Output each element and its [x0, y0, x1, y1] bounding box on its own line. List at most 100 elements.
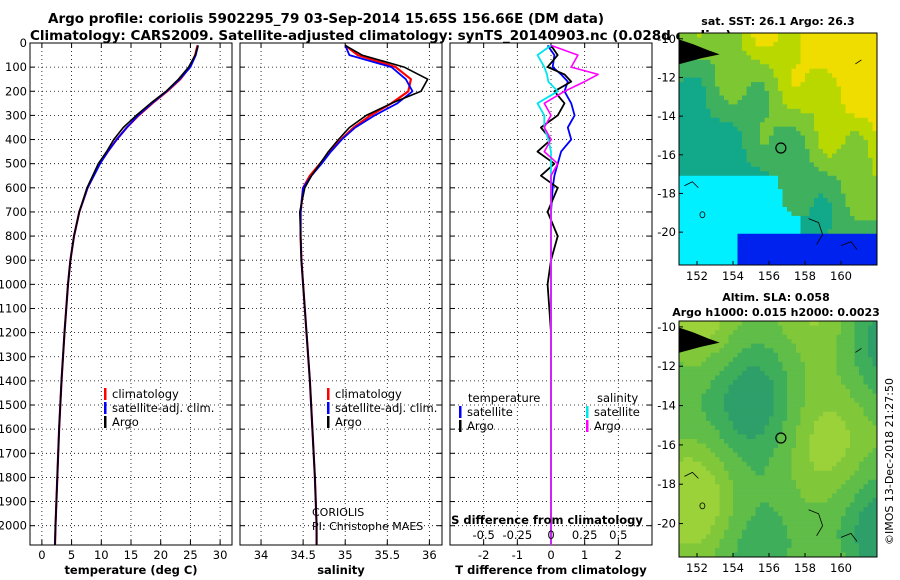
sst-map-cell	[719, 82, 725, 87]
sla-map-cell	[800, 420, 806, 426]
sla-map-cell	[778, 529, 783, 535]
sla-map-cell	[796, 534, 801, 540]
sla-map-cell	[796, 361, 801, 367]
sst-map-cell	[715, 122, 720, 128]
sst-map-cell	[742, 117, 747, 123]
sst-map-cell	[719, 73, 725, 79]
sla-map-cell	[724, 520, 729, 526]
sst-map-cell	[733, 220, 738, 226]
sst-map-cell	[841, 50, 846, 56]
sla-map-cell	[710, 470, 716, 476]
sst-map-cell	[737, 238, 743, 244]
sla-map-cell	[791, 402, 797, 408]
sla-map-cell	[773, 361, 779, 367]
sst-map-cell	[850, 157, 855, 163]
sla-map-cell	[688, 525, 693, 531]
sla-map-cell	[836, 525, 842, 531]
sla-map-cell	[769, 380, 774, 385]
sst-map-cell	[827, 33, 833, 38]
sla-map-cell	[809, 366, 815, 372]
sst-map-cell	[710, 149, 716, 154]
sla-map-cell	[845, 516, 851, 522]
sla-map-cell	[814, 538, 819, 544]
sla-map-cell	[701, 511, 707, 517]
sst-map-cell	[742, 251, 747, 257]
sla-map-cell	[737, 484, 743, 490]
sla-map-cell	[787, 470, 792, 476]
sla-map-cell	[854, 425, 860, 431]
sst-map-cell	[778, 175, 783, 181]
sst-map-cell	[733, 99, 738, 105]
sst-map-cell	[800, 144, 806, 150]
sla-map-cell	[836, 470, 842, 476]
sla-map-cell	[773, 439, 779, 444]
sst-map-cell	[706, 157, 711, 163]
sst-map-cell	[859, 99, 864, 105]
sla-map-cell	[832, 425, 837, 431]
sst-map-cell	[769, 175, 774, 181]
sla-map-cell	[742, 321, 747, 326]
sla-map-cell	[683, 479, 689, 485]
sst-map-cell	[796, 117, 801, 123]
sla-map-cell	[845, 411, 851, 417]
sla-map-cell	[710, 534, 716, 540]
sla-map-cell	[733, 457, 738, 463]
sst-map-cell	[769, 33, 774, 38]
sla-map-cell	[787, 516, 792, 522]
sst-map-cell	[872, 55, 877, 61]
sst-map-cell	[737, 233, 743, 239]
sla-map-cell	[791, 443, 797, 449]
sst-map-cell	[683, 104, 689, 110]
sla-map-cell	[697, 457, 702, 463]
sla-map-cell	[692, 511, 698, 517]
sst-map-cell	[818, 157, 824, 163]
sla-map-cell	[832, 443, 837, 449]
sst-map-cell	[863, 140, 869, 145]
sst-map-cell	[814, 140, 819, 145]
sst-map-cell	[796, 68, 801, 74]
sst-map-reef-contours	[684, 59, 862, 250]
sst-map-cell	[701, 122, 707, 128]
sst-map-cell	[742, 126, 747, 132]
sla-map-cell	[841, 443, 846, 449]
sst-map-cell	[796, 73, 801, 79]
sla-map-cell	[706, 498, 711, 503]
sla-map-cell	[764, 398, 770, 404]
sst-map-cell	[710, 162, 716, 168]
sla-map-cell	[872, 443, 877, 449]
sst-map-cell	[728, 189, 734, 195]
sla-map-cell	[841, 552, 846, 557]
sla-map-cell	[832, 321, 837, 326]
sla-map-cell	[688, 439, 693, 444]
sla-map-cell	[800, 357, 806, 363]
sst-map-cell	[692, 77, 698, 83]
sst-map-frame	[678, 32, 878, 266]
sst-map-cell	[724, 162, 729, 168]
sst-map-cell	[841, 73, 846, 79]
sst-map-cell	[706, 46, 711, 52]
sst-map-cell	[688, 157, 693, 163]
sla-map-cell	[697, 348, 702, 354]
sla-map-cell	[854, 511, 860, 517]
sst-map-cell	[742, 140, 747, 145]
sst-map-cell	[854, 220, 860, 226]
sst-map-cell	[742, 41, 747, 47]
sla-map-cell	[706, 416, 711, 422]
sla-map-cell	[697, 325, 702, 331]
sla-map-cell	[787, 534, 792, 540]
sst-map-cell	[737, 242, 743, 248]
sst-map-cell	[755, 68, 761, 74]
sla-map-cell	[841, 325, 846, 331]
sla-map-cell	[832, 488, 837, 494]
sst-map-cell	[692, 157, 698, 163]
sst-map-cell	[791, 202, 797, 208]
sla-map-cell	[724, 343, 729, 349]
sst-map-cell	[679, 171, 684, 177]
sst-map-cell	[710, 113, 716, 119]
sla-map-cell	[697, 493, 702, 499]
sst-map-cell	[679, 117, 684, 123]
sla-map-cell	[845, 380, 851, 385]
sla-map-cell	[791, 493, 797, 499]
sla-map-cell	[814, 507, 819, 513]
sla-map-cell	[679, 479, 684, 485]
